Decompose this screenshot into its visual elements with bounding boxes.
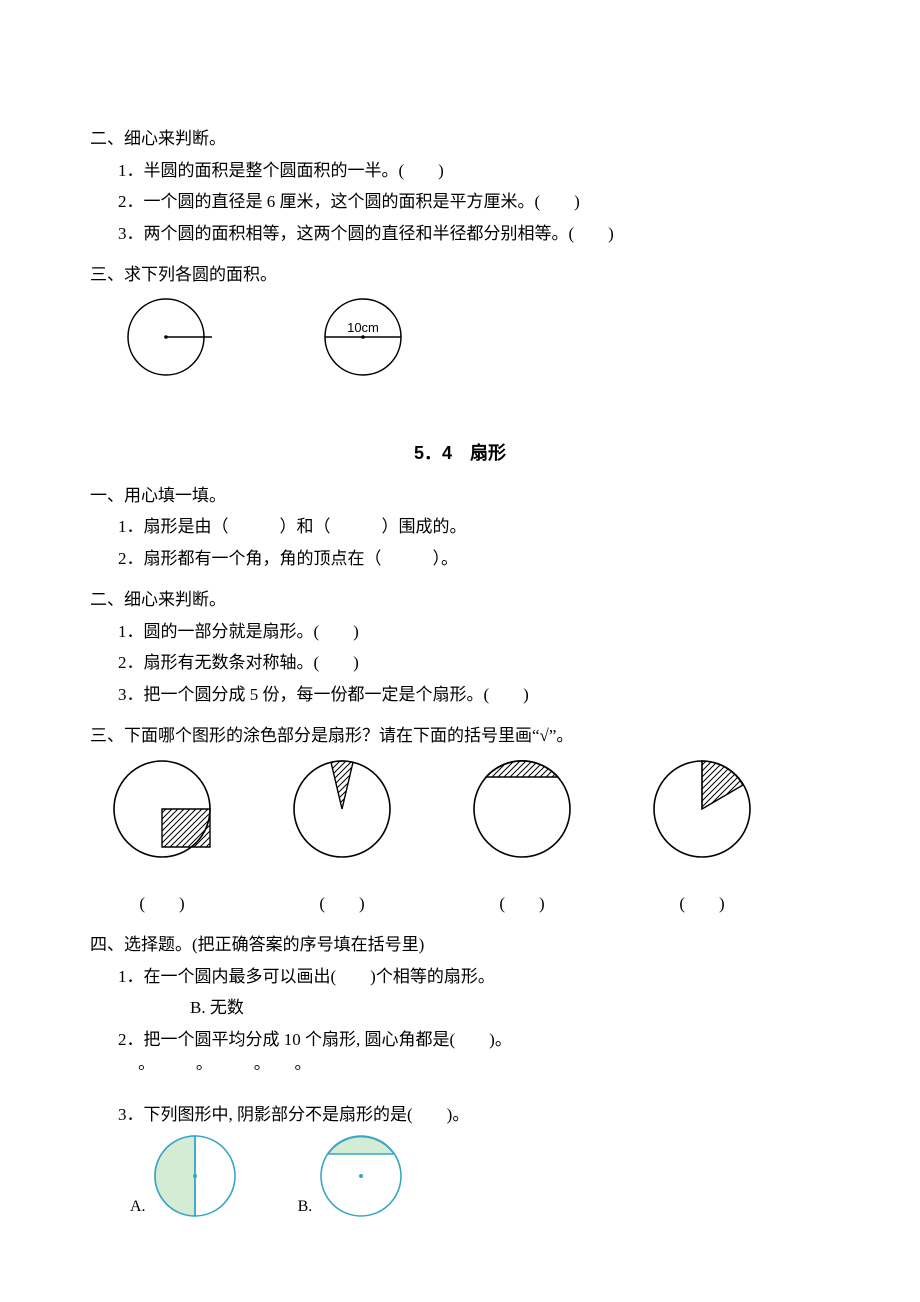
sector-bracket-4: ( ) bbox=[642, 891, 762, 917]
sector-bracket-1: ( ) bbox=[102, 891, 222, 917]
sector-option-4 bbox=[650, 757, 754, 861]
choice-q1: 1．在一个圆内最多可以画出( )个相等的扇形。 bbox=[118, 964, 830, 990]
sector-option-2 bbox=[290, 757, 394, 861]
choice-q3-figA bbox=[152, 1133, 238, 1219]
sector-option-1 bbox=[110, 757, 214, 861]
section-judge2-heading: 二、细心来判断。 bbox=[90, 587, 830, 613]
choice-q3-labelA: A. bbox=[130, 1195, 146, 1219]
section-judge-heading: 二、细心来判断。 bbox=[90, 126, 830, 152]
fill-q2: 2．扇形都有一个角，角的顶点在（ ）。 bbox=[118, 546, 830, 572]
judge2-q3: 3．把一个圆分成 5 份，每一份都一定是个扇形。( ) bbox=[118, 682, 830, 708]
choice-q3: 3．下列图形中, 阴影部分不是扇形的是( )。 bbox=[118, 1102, 830, 1128]
section-choice-heading: 四、选择题。(把正确答案的序号填在括号里) bbox=[90, 932, 830, 958]
judge-q3: 3．两个圆的面积相等，这两个圆的直径和半径都分别相等。( ) bbox=[118, 221, 830, 247]
choice-q3-labelB: B. bbox=[298, 1195, 313, 1219]
judge-q2: 2．一个圆的直径是 6 厘米，这个圆的面积是平方厘米。( ) bbox=[118, 189, 830, 215]
choice-q2: 2．把一个圆平均分成 10 个扇形, 圆心角都是( )。 bbox=[118, 1027, 830, 1053]
circle-figure-1 bbox=[118, 294, 228, 380]
choice-q1-optB: B. 无数 bbox=[190, 995, 830, 1021]
circle2-label: 10cm bbox=[347, 320, 379, 335]
judge2-q2: 2．扇形有无数条对称轴。( ) bbox=[118, 650, 830, 676]
judge2-q1: 1．圆的一部分就是扇形。( ) bbox=[118, 619, 830, 645]
sector-option-3 bbox=[470, 757, 574, 861]
section-fill-heading: 一、用心填一填。 bbox=[90, 483, 830, 509]
chapter-title: 5．4 扇形 bbox=[90, 440, 830, 467]
circle-figure-2: 10cm bbox=[308, 294, 418, 380]
sector-bracket-2: ( ) bbox=[282, 891, 402, 917]
fill-q1: 1．扇形是由（ ）和（ ）围成的。 bbox=[118, 514, 830, 540]
sector-bracket-3: ( ) bbox=[462, 891, 582, 917]
section-area-heading: 三、求下列各圆的面积。 bbox=[90, 262, 830, 288]
choice-q3-figB bbox=[318, 1133, 404, 1219]
judge-q1: 1．半圆的面积是整个圆面积的一半。( ) bbox=[118, 158, 830, 184]
choice-q2-opts: ° ° ° ° bbox=[138, 1058, 830, 1084]
section-sector-heading: 三、下面哪个图形的涂色部分是扇形？请在下面的括号里画“√”。 bbox=[90, 723, 830, 749]
